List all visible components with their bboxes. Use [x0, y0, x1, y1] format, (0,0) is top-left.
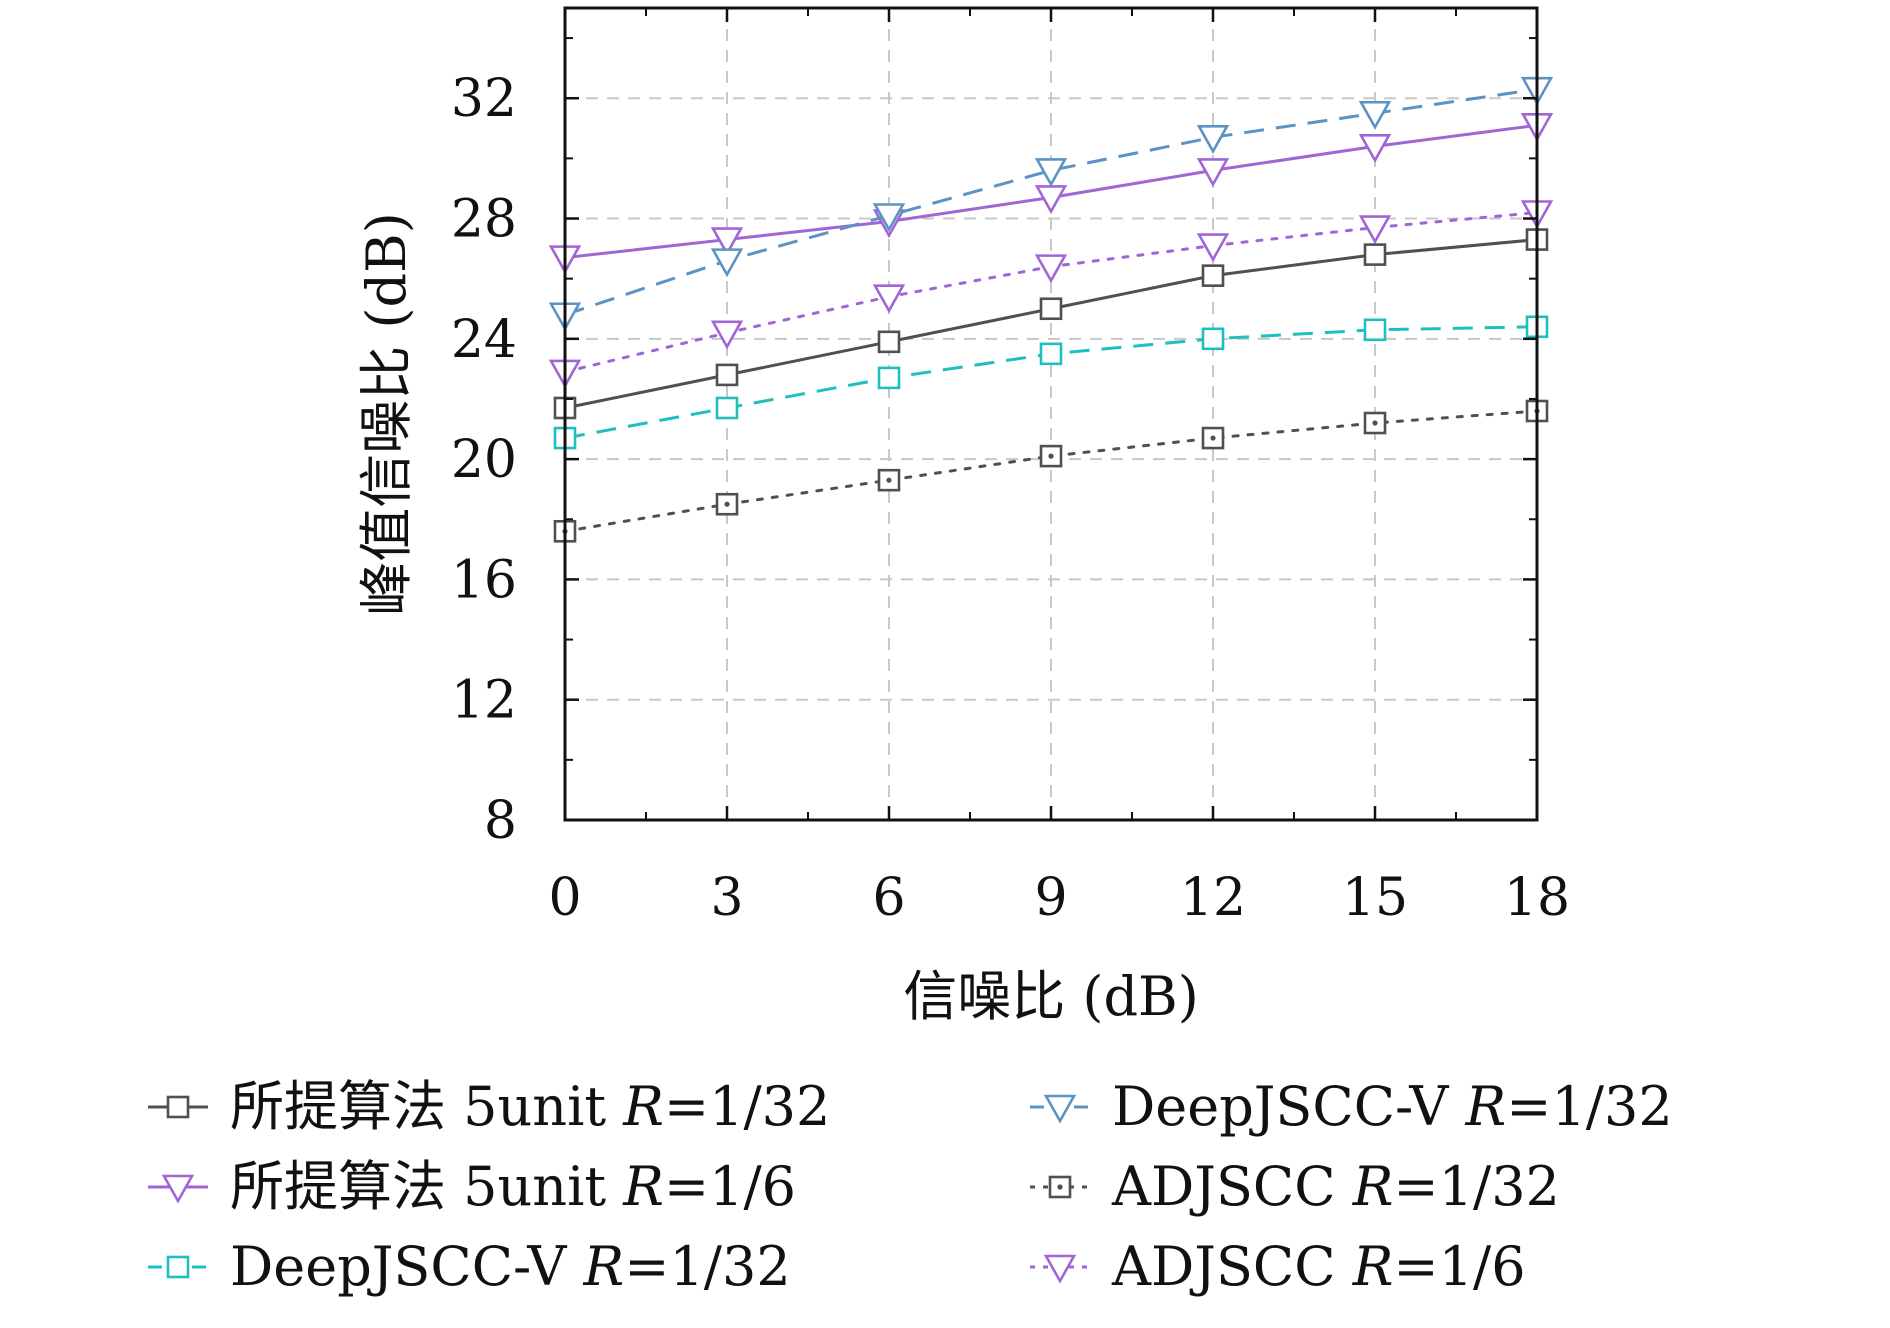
data-point-dot — [1372, 420, 1378, 426]
legend-label-main: ADJSCC — [1111, 1235, 1353, 1298]
data-point — [1358, 134, 1392, 164]
data-point — [1201, 264, 1225, 287]
legend-entry: ADJSCC R=1/6 — [1030, 1235, 1526, 1298]
x-axis-label: 信噪比 (dB) — [903, 965, 1199, 1028]
data-point — [710, 227, 744, 257]
data-point — [1363, 243, 1387, 266]
y-tick-label: 20 — [451, 430, 517, 490]
legend-label-main: 所提算法 5unit — [230, 1155, 623, 1218]
y-tick-label: 28 — [451, 190, 517, 250]
y-axis-label: 峰值信噪比 (dB) — [355, 212, 418, 616]
x-tick-label: 0 — [548, 868, 581, 928]
legend-label-math: R — [622, 1075, 664, 1138]
legend-label-rest: =1/32 — [624, 1235, 791, 1298]
series-3 — [548, 76, 1554, 332]
legend-entry: ADJSCC R=1/32 — [1030, 1155, 1560, 1218]
legend-label: ADJSCC R=1/32 — [1111, 1155, 1560, 1218]
data-point — [715, 363, 739, 387]
legend-label: DeepJSCC-V R=1/32 — [1112, 1075, 1673, 1138]
x-tick-label: 15 — [1342, 868, 1408, 928]
data-point-dot — [1048, 453, 1054, 459]
series-layer — [548, 76, 1554, 543]
y-tick-label: 24 — [451, 310, 517, 370]
data-point — [1196, 233, 1230, 263]
data-point — [1196, 158, 1230, 188]
data-point — [872, 203, 906, 233]
y-tick-label: 16 — [451, 550, 517, 610]
data-point — [1358, 100, 1392, 130]
data-point — [1363, 318, 1387, 342]
legend-entry: 所提算法 5unit R=1/32 — [148, 1075, 830, 1138]
data-point — [1358, 215, 1392, 245]
data-point — [1039, 342, 1063, 366]
legend-marker — [1043, 1254, 1077, 1284]
x-tick-label: 12 — [1180, 868, 1246, 928]
legend-label-rest: =1/6 — [664, 1155, 796, 1218]
series-5 — [548, 200, 1554, 389]
legend-label-rest: =1/6 — [1393, 1235, 1525, 1298]
data-point — [1034, 158, 1068, 188]
data-point — [715, 396, 739, 420]
y-tick-label: 32 — [451, 69, 517, 129]
legend-label-rest: =1/32 — [1506, 1075, 1673, 1138]
legend-marker — [166, 1255, 190, 1279]
legend-label: 所提算法 5unit R=1/32 — [230, 1075, 830, 1138]
data-point — [1039, 297, 1063, 321]
legend-marker — [166, 1095, 190, 1119]
y-tick-label: 12 — [451, 671, 517, 731]
legend-marker-dot — [1057, 1184, 1063, 1190]
legend-marker — [1043, 1094, 1077, 1124]
legend-label: DeepJSCC-V R=1/32 — [230, 1235, 791, 1298]
legend-label-math: R — [622, 1155, 664, 1218]
x-tick-label: 3 — [710, 868, 743, 928]
data-point-dot — [886, 477, 892, 483]
legend-entry: DeepJSCC-V R=1/32 — [148, 1235, 791, 1298]
data-point — [710, 248, 744, 278]
data-point — [1201, 327, 1225, 351]
legend-label-main: DeepJSCC-V — [230, 1235, 584, 1298]
legend-label-math: R — [583, 1235, 625, 1298]
data-point — [1196, 125, 1230, 154]
legend-label-main: DeepJSCC-V — [1112, 1075, 1466, 1138]
ticks: 0 3 6 9 12 15 18 8 12 16 20 24 28 32 — [451, 8, 1570, 928]
legend-label: 所提算法 5unit R=1/6 — [230, 1155, 796, 1218]
data-point — [872, 284, 906, 314]
series-2 — [553, 315, 1549, 450]
legend-label-rest: =1/32 — [664, 1075, 831, 1138]
grid — [565, 8, 1537, 820]
x-tick-label: 18 — [1504, 868, 1570, 928]
data-point-dot — [1210, 435, 1216, 441]
data-point — [710, 320, 744, 350]
legend-marker — [161, 1174, 195, 1204]
data-point — [877, 330, 901, 354]
y-tick-label: 8 — [484, 791, 517, 851]
legend-label-rest: =1/32 — [1393, 1155, 1560, 1218]
legend-entry: DeepJSCC-V R=1/32 — [1030, 1075, 1673, 1138]
data-point-dot — [724, 501, 730, 507]
x-tick-label: 9 — [1034, 868, 1067, 928]
data-point — [877, 366, 901, 390]
data-point — [1034, 254, 1068, 284]
legend-label-math: R — [1465, 1075, 1507, 1138]
legend-label: ADJSCC R=1/6 — [1111, 1235, 1526, 1298]
legend-label-math: R — [1352, 1155, 1394, 1218]
series-4 — [553, 399, 1549, 543]
legend-label-main: 所提算法 5unit — [230, 1075, 623, 1138]
legend-label-math: R — [1352, 1235, 1394, 1298]
legend-label-main: ADJSCC — [1111, 1155, 1353, 1218]
legend-entry: 所提算法 5unit R=1/6 — [148, 1155, 796, 1218]
x-tick-label: 6 — [872, 868, 905, 928]
